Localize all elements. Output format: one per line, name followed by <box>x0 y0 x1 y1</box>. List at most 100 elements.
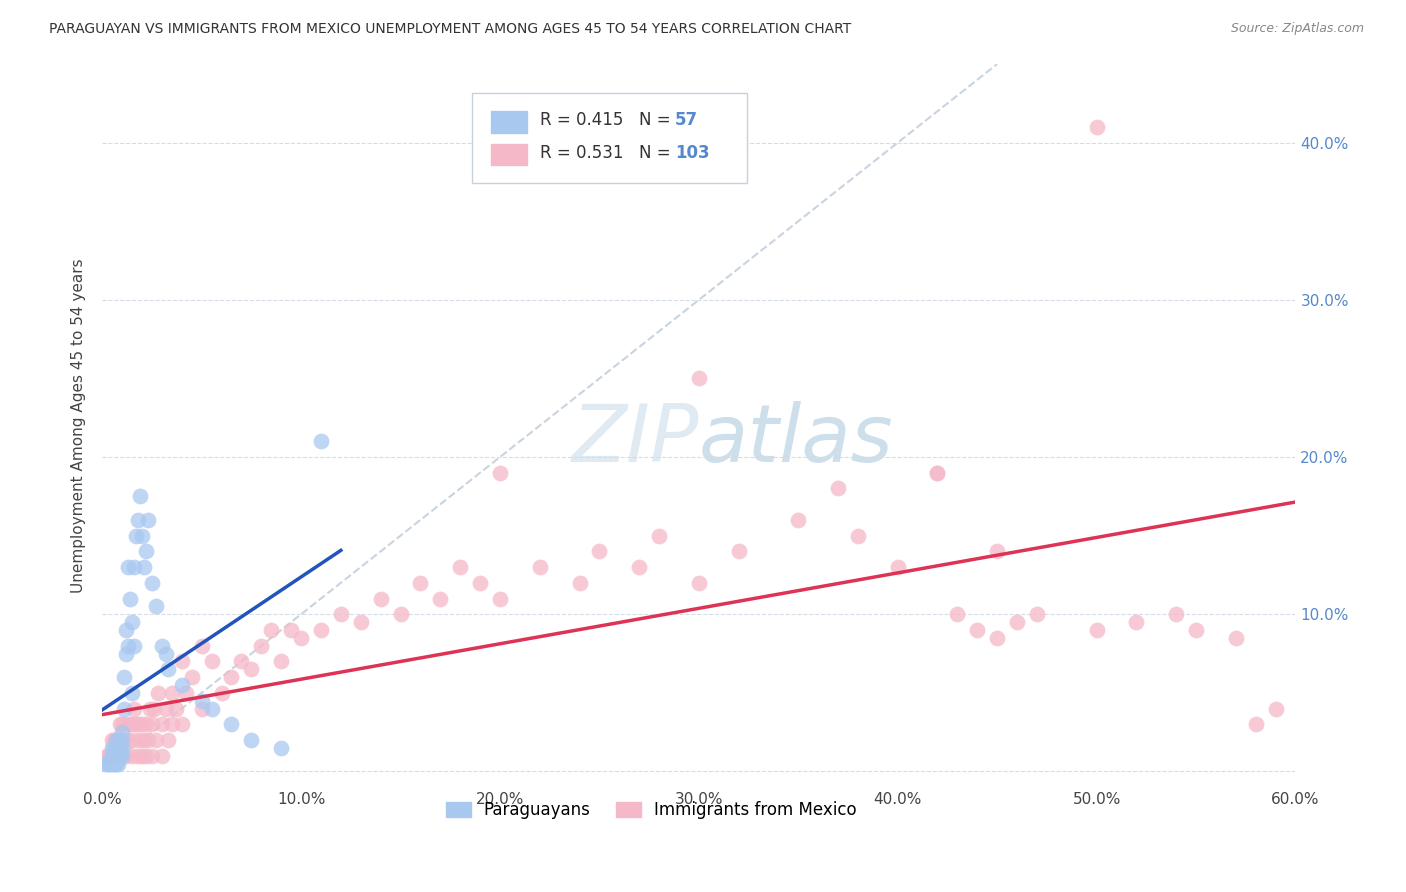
Point <box>96 756 118 771</box>
Point <box>145 733 167 747</box>
Point <box>370 591 392 606</box>
Point <box>103 748 125 763</box>
Point <box>290 631 312 645</box>
Point <box>200 701 222 715</box>
Point <box>160 686 183 700</box>
Point <box>1244 717 1267 731</box>
Point <box>190 701 212 715</box>
Point <box>240 662 263 676</box>
Point <box>270 740 292 755</box>
Text: 103: 103 <box>675 144 710 162</box>
Point <box>309 623 332 637</box>
Point <box>529 560 551 574</box>
Point <box>489 591 512 606</box>
Point <box>155 647 177 661</box>
Point <box>190 639 212 653</box>
Point <box>97 748 120 763</box>
Point <box>211 686 233 700</box>
Point <box>108 748 131 763</box>
Point <box>986 544 1008 558</box>
Point <box>107 748 129 763</box>
Point <box>111 733 134 747</box>
Point <box>111 717 134 731</box>
Y-axis label: Unemployment Among Ages 45 to 54 years: Unemployment Among Ages 45 to 54 years <box>72 259 86 593</box>
Point <box>146 686 169 700</box>
Point <box>1166 607 1188 622</box>
Point <box>139 701 162 715</box>
Text: Source: ZipAtlas.com: Source: ZipAtlas.com <box>1230 22 1364 36</box>
Point <box>107 740 129 755</box>
Point <box>125 529 148 543</box>
Point <box>468 575 491 590</box>
Point <box>280 623 302 637</box>
Point <box>103 756 125 771</box>
Point <box>170 678 193 692</box>
Point <box>150 717 173 731</box>
Point <box>966 623 988 637</box>
Text: PARAGUAYAN VS IMMIGRANTS FROM MEXICO UNEMPLOYMENT AMONG AGES 45 TO 54 YEARS CORR: PARAGUAYAN VS IMMIGRANTS FROM MEXICO UNE… <box>49 22 852 37</box>
Point <box>221 717 243 731</box>
Point <box>111 748 134 763</box>
Point <box>112 733 135 747</box>
Point <box>986 631 1008 645</box>
Point <box>105 748 128 763</box>
Point <box>115 748 138 763</box>
Point <box>111 740 134 755</box>
Point <box>127 748 149 763</box>
Point <box>927 466 949 480</box>
Point <box>117 733 139 747</box>
Point <box>129 489 152 503</box>
Point <box>105 733 128 747</box>
Point <box>101 748 124 763</box>
Point <box>588 544 610 558</box>
Point <box>122 639 145 653</box>
Point <box>103 733 125 747</box>
Point <box>350 615 373 629</box>
Point <box>107 752 129 766</box>
Point <box>787 513 810 527</box>
Point <box>108 717 131 731</box>
Point <box>309 434 332 449</box>
Point <box>101 756 124 771</box>
Point <box>129 733 152 747</box>
Point <box>121 748 143 763</box>
Point <box>111 748 134 763</box>
Point <box>946 607 969 622</box>
Point <box>98 748 121 763</box>
Point <box>141 717 163 731</box>
Text: atlas: atlas <box>699 401 894 479</box>
Point <box>568 575 591 590</box>
Point <box>112 670 135 684</box>
Point <box>1025 607 1047 622</box>
Point <box>156 662 179 676</box>
Point <box>846 529 869 543</box>
Point <box>107 733 129 747</box>
Point <box>1185 623 1208 637</box>
Point <box>98 752 121 766</box>
Point <box>105 733 128 747</box>
FancyBboxPatch shape <box>491 112 527 133</box>
Point <box>136 733 159 747</box>
Point <box>170 654 193 668</box>
Point <box>170 717 193 731</box>
Point <box>150 748 173 763</box>
Point <box>409 575 432 590</box>
Text: N =: N = <box>640 112 676 129</box>
Point <box>117 639 139 653</box>
Point <box>105 740 128 755</box>
Point <box>131 717 153 731</box>
Point <box>142 701 165 715</box>
Point <box>122 560 145 574</box>
Point <box>135 717 157 731</box>
Point <box>489 466 512 480</box>
Point <box>180 670 202 684</box>
Point <box>135 748 157 763</box>
Point <box>122 733 145 747</box>
Point <box>131 529 153 543</box>
Point <box>112 701 135 715</box>
Text: R = 0.531: R = 0.531 <box>540 144 624 162</box>
Point <box>108 740 131 755</box>
Point <box>98 756 121 771</box>
Point <box>101 740 124 755</box>
Point <box>200 654 222 668</box>
